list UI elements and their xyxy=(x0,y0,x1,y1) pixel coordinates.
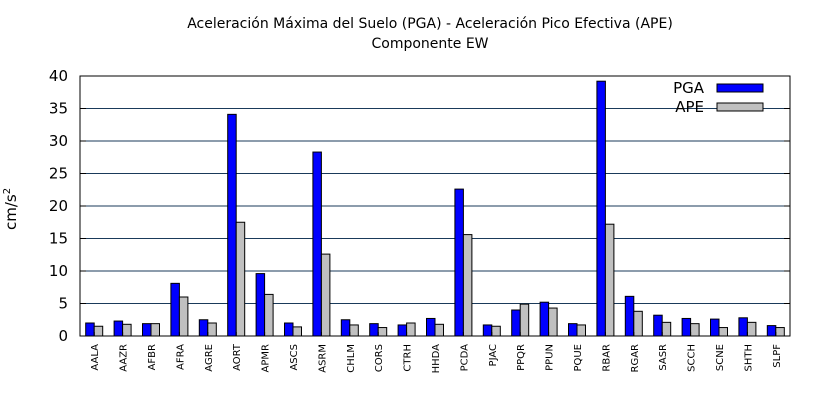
bar-ape xyxy=(264,293,274,337)
bar-ape xyxy=(207,322,217,337)
x-tick-label: RBAR xyxy=(601,344,612,372)
x-tick-label: AFRA xyxy=(175,344,186,370)
x-tick-label: ASRM xyxy=(317,344,328,373)
chart-title: Aceleración Máxima del Suelo (PGA) - Ace… xyxy=(187,16,673,32)
y-tick-label: 30 xyxy=(49,132,68,150)
x-tick-label: AFBR xyxy=(147,344,158,370)
bar-ape xyxy=(604,223,615,337)
x-tick-label: ASCS xyxy=(289,344,300,371)
bar-pga xyxy=(624,295,635,337)
y-tick-label: 20 xyxy=(49,197,68,215)
bar-pga xyxy=(766,325,777,337)
x-tick-label: RGAR xyxy=(630,344,641,373)
x-tick-label: APMR xyxy=(261,344,272,372)
bar-ape xyxy=(377,327,388,337)
bar-ape xyxy=(775,327,785,337)
bar-ape xyxy=(434,323,444,337)
x-tick-label: SLPF xyxy=(772,344,783,368)
bar-pga xyxy=(142,323,152,337)
bar-pga xyxy=(482,324,493,337)
bar-ape xyxy=(235,221,246,337)
legend-swatch-pga xyxy=(716,83,764,93)
x-tick-label: PQUE xyxy=(573,344,584,372)
bar-ape xyxy=(718,327,728,337)
bar-pga xyxy=(511,309,521,337)
bar-pga xyxy=(170,282,180,337)
y-tick-label: 5 xyxy=(58,295,68,313)
x-tick-label: AALA xyxy=(90,344,101,371)
legend-label-ape: APE xyxy=(675,98,704,116)
x-tick-label: CORS xyxy=(374,344,385,372)
bar-ape xyxy=(93,325,104,337)
y-tick-label: 25 xyxy=(49,165,68,183)
bar-pga xyxy=(113,320,124,337)
bar-ape xyxy=(406,322,416,337)
x-tick-label: PCDA xyxy=(459,344,470,372)
bar-ape xyxy=(746,321,757,337)
bar-ape xyxy=(292,326,302,337)
bar-ape xyxy=(519,303,530,337)
chart-subtitle: Componente EW xyxy=(371,36,489,52)
bar-pga xyxy=(397,324,408,337)
x-tick-label: AGRE xyxy=(204,344,215,372)
bar-pga xyxy=(426,317,436,337)
bar-ape xyxy=(150,323,160,337)
y-tick-label: 15 xyxy=(49,230,68,248)
bar-pga xyxy=(340,319,351,337)
bar-pga xyxy=(653,314,663,337)
bar-ape xyxy=(690,323,700,337)
x-tick-label: SASR xyxy=(658,344,669,371)
bar-pga xyxy=(738,317,748,337)
bar-ape xyxy=(122,323,132,337)
legend-swatch-ape xyxy=(716,102,764,112)
x-tick-label: PPUN xyxy=(545,344,556,371)
x-tick-label: AORT xyxy=(232,343,243,371)
bar-ape xyxy=(349,324,359,337)
bar-pga xyxy=(454,188,464,337)
x-tick-label: SCCH xyxy=(687,344,698,372)
x-tick-label: CTRH xyxy=(403,344,414,372)
bar-ape xyxy=(178,296,189,337)
bar-pga xyxy=(255,273,266,337)
legend-label-pga: PGA xyxy=(673,79,705,97)
x-tick-label: PPQR xyxy=(516,344,527,371)
y-tick-label: 35 xyxy=(49,100,68,118)
bar-pga xyxy=(312,151,322,337)
bar-ape xyxy=(548,307,558,337)
bar-pga xyxy=(85,322,95,337)
bar-pga xyxy=(710,318,720,337)
bar-pga xyxy=(198,319,209,337)
bar-ape xyxy=(491,325,501,337)
bar-pga xyxy=(369,323,379,337)
bar-pga xyxy=(284,322,294,337)
bar-ape xyxy=(320,253,331,337)
bar-pga xyxy=(681,317,692,337)
y-tick-label: 0 xyxy=(58,327,68,345)
bar-ape xyxy=(462,234,473,337)
x-tick-label: HHDA xyxy=(431,344,442,374)
x-tick-label: AAZR xyxy=(119,344,130,372)
x-tick-label: SCNE xyxy=(715,344,726,371)
y-tick-label: 10 xyxy=(49,262,68,280)
bar-ape xyxy=(633,310,643,337)
bar-ape xyxy=(661,321,672,337)
bar-pga xyxy=(227,113,237,337)
bar-pga xyxy=(539,301,550,337)
x-tick-label: CHLM xyxy=(346,344,357,373)
y-tick-label: 40 xyxy=(49,67,68,85)
bar-ape xyxy=(576,324,586,337)
x-tick-label: PJAC xyxy=(488,344,499,366)
x-tick-label: SHTH xyxy=(743,344,754,372)
bar-pga xyxy=(596,80,606,337)
bar-pga xyxy=(568,323,578,337)
